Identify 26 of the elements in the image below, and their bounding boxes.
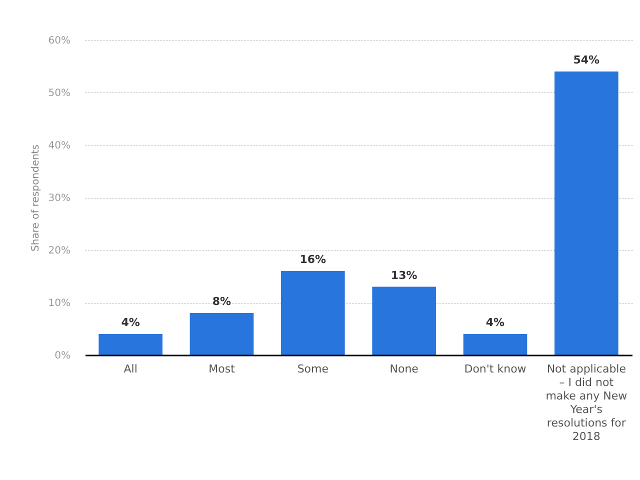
y-axis-title: Share of respondents [30, 144, 42, 252]
data-label: 13% [390, 268, 418, 282]
data-label: 8% [212, 295, 232, 308]
y-tick-label: 50% [48, 88, 70, 99]
bar [190, 313, 254, 355]
data-label: 4% [121, 316, 140, 329]
x-tick-label: Not applicable – I did not make any New Year's resolutions for 2018 [546, 362, 628, 443]
bar [554, 72, 618, 355]
bar [463, 334, 528, 355]
x-tick-label: None [390, 362, 419, 376]
data-label: 16% [300, 253, 326, 266]
x-tick-label: All [124, 362, 138, 376]
x-tick-label: Don't know [464, 362, 526, 376]
y-tick-label: 30% [48, 193, 70, 204]
y-tick-label: 0% [54, 350, 70, 362]
bar [281, 271, 345, 355]
data-label: 4% [486, 316, 505, 329]
y-tick-label: 10% [48, 298, 70, 309]
y-tick-label: 60% [48, 36, 70, 46]
data-label: 54% [573, 54, 600, 66]
x-tick-label: Most [208, 362, 236, 376]
x-tick-label: Some [297, 362, 329, 376]
y-tick-label: 20% [48, 246, 70, 256]
y-tick-label: 40% [48, 140, 70, 152]
bar [98, 334, 162, 355]
bar [372, 286, 436, 355]
